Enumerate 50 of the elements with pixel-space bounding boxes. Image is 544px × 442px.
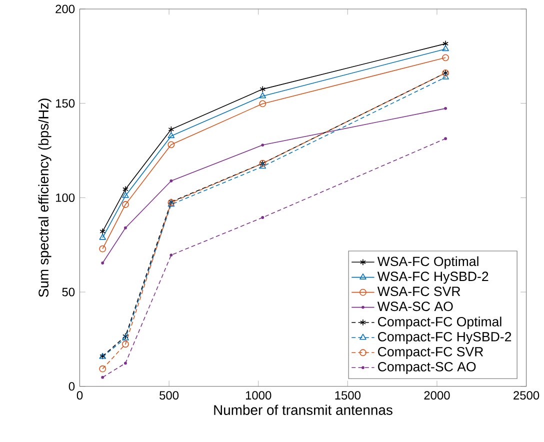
x-tick-label: 2000 (424, 390, 450, 400)
y-axis-title: Sum spectral efficiency (bps/Hz) (38, 98, 52, 297)
point (101, 261, 104, 264)
point (259, 92, 266, 98)
point (124, 226, 127, 230)
point (170, 179, 173, 182)
point (122, 200, 129, 208)
point (99, 245, 106, 252)
x-tick-label: 1000 (246, 390, 272, 400)
point (168, 126, 174, 133)
point (168, 141, 175, 148)
point (442, 73, 449, 80)
point (444, 106, 448, 110)
legend-label: WSA-FC HySBD-2 (377, 272, 488, 284)
point (168, 132, 175, 138)
point (259, 100, 266, 108)
x-tick-label: 500 (160, 390, 179, 400)
x-axis-title: Number of transmit antennas (214, 404, 392, 415)
point (99, 234, 106, 240)
point (122, 340, 129, 348)
legend-label: WSA-FC Optimal (377, 256, 478, 269)
y-tick-label: 50 (62, 288, 75, 296)
x-tick-label: 0 (76, 390, 83, 400)
legend-label: WSA-FC SVR (377, 286, 460, 296)
x-tick-label: 1500 (335, 390, 360, 400)
point (101, 376, 104, 379)
point (99, 365, 106, 372)
legend-label: Compact-FC Optimal (378, 316, 502, 329)
point (444, 137, 448, 140)
point (442, 45, 449, 51)
point (124, 362, 127, 365)
legend-label: Compact-FC HySBD-2 (378, 332, 512, 344)
point (122, 186, 128, 192)
legend-label: Compact-SC AO (378, 362, 476, 374)
point (261, 216, 264, 219)
point (122, 192, 129, 198)
legend-label: Compact-FC SVR (378, 346, 484, 359)
point (260, 86, 266, 92)
y-tick-label: 100 (56, 193, 75, 202)
point (100, 228, 106, 235)
point (442, 40, 448, 47)
y-tick-label: 200 (56, 4, 75, 14)
y-tick-label: 0 (68, 382, 75, 391)
legend-label: WSA-SC AO (377, 302, 453, 311)
point (442, 54, 449, 62)
point (261, 143, 264, 146)
y-tick-label: 150 (56, 98, 75, 108)
point (170, 253, 173, 256)
x-tick-label: 2500 (514, 390, 540, 400)
point (259, 162, 266, 169)
